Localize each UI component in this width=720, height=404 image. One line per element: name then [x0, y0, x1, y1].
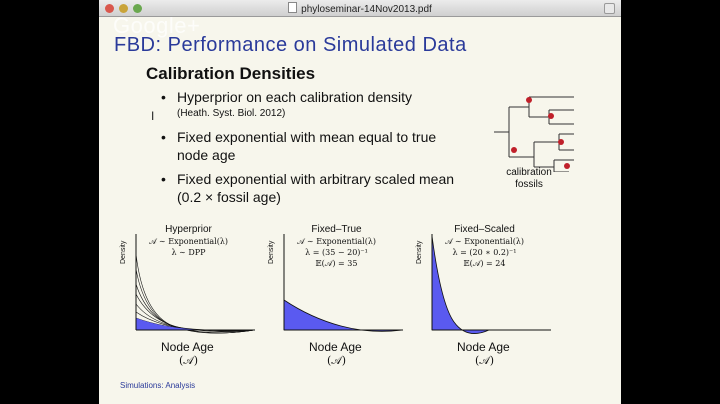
y-axis-label: Density: [416, 240, 423, 264]
window-titlebar: phyloseminar-14Nov2013.pdf: [99, 0, 621, 17]
x-axis-label: Node Age: [161, 340, 214, 354]
google-plus-watermark: Google+: [113, 17, 201, 38]
panel-title: Fixed–True: [311, 224, 362, 235]
zoom-window-button[interactable]: [133, 4, 142, 13]
density-plot: [431, 234, 551, 334]
density-panel-fixed-scaled: Fixed–Scaled 𝒜 ∼ Exponential(λ) λ = (20 …: [416, 224, 552, 384]
density-panel-hyperprior: Hyperprior 𝒜 ∼ Exponential(λ) λ ∼ DPP De…: [120, 224, 256, 384]
slide-footer: Simulations: Analysis: [120, 381, 196, 390]
panel-title: Hyperprior: [165, 224, 212, 235]
panel-formula: λ = (35 − 20)⁻¹: [305, 248, 368, 257]
panel-formula: 𝒜 ∼ Exponential(λ): [444, 237, 525, 246]
panel-formula: 𝔼(𝒜) = 24: [463, 259, 506, 268]
density-panel-fixed-true: Fixed–True 𝒜 ∼ Exponential(λ) λ = (35 − …: [268, 224, 404, 384]
panel-formula: 𝔼(𝒜) = 35: [315, 259, 358, 268]
slide-title: FBD: Performance on Simulated Data: [114, 34, 467, 56]
panel-formula: 𝒜 ∼ Exponential(λ): [148, 237, 229, 246]
y-axis-label: Density: [268, 240, 275, 264]
window-title: phyloseminar-14Nov2013.pdf: [99, 2, 621, 15]
figure-caption: calibration fossils: [506, 167, 552, 190]
x-axis-symbol: (𝒜): [475, 354, 494, 367]
x-axis-symbol: (𝒜): [327, 354, 346, 367]
minimize-window-button[interactable]: [119, 4, 128, 13]
y-axis-label: Density: [120, 240, 127, 264]
x-axis-label: Node Age: [457, 340, 510, 354]
bullet-item: • Fixed exponential with arbitrary scaled…: [161, 171, 455, 205]
slide-subtitle: Calibration Densities: [146, 64, 316, 83]
pdf-document-icon: [288, 2, 298, 13]
panel-formula: λ ∼ DPP: [171, 248, 206, 257]
density-plot: [283, 234, 404, 332]
density-plot: [135, 234, 256, 334]
panel-formula: λ = (20 ∗ 0.2)⁻¹: [452, 248, 517, 257]
fullscreen-button[interactable]: [604, 3, 615, 14]
right-black-bar: [621, 17, 720, 404]
bullet-item: • Hyperprior on each calibration density(…: [161, 89, 413, 119]
panel-title: Fixed–Scaled: [454, 224, 515, 235]
close-window-button[interactable]: [105, 4, 114, 13]
text-cursor-icon: I: [151, 109, 155, 123]
bullet-list: • Hyperprior on each calibration density(…: [161, 88, 461, 206]
bullet-item: • Fixed exponential with mean equal to tr…: [161, 129, 437, 163]
x-axis-label: Node Age: [309, 340, 362, 354]
pdf-slide: Google+ FBD: Performance on Simulated Da…: [99, 17, 621, 404]
phylogeny-tree-diagram: [494, 96, 574, 172]
panel-formula: 𝒜 ∼ Exponential(λ): [296, 237, 377, 246]
x-axis-symbol: (𝒜): [179, 354, 198, 367]
